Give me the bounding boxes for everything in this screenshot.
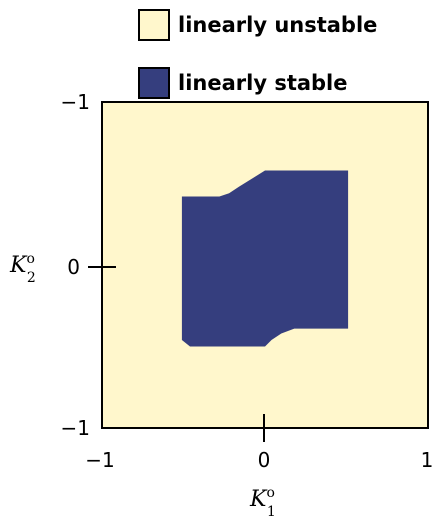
x-tick-label-left: −1 (85, 448, 114, 472)
y-tick-label-top: −1 (61, 90, 90, 114)
x-tick-label-right: 1 (421, 448, 433, 472)
x-axis-label: Ko 1 (249, 485, 276, 519)
y-tick-label-bottom: −1 (61, 416, 90, 440)
stable-region (181, 170, 349, 347)
y-tick-label-middle: 0 (67, 255, 80, 279)
y-axis-label: Ko 2 (9, 251, 36, 286)
legend: linearly unstable linearly stable (138, 8, 377, 124)
legend-item-unstable: linearly unstable (138, 8, 377, 42)
x-tick-label-middle: 0 (258, 448, 271, 472)
legend-label-stable: linearly stable (178, 71, 348, 95)
legend-swatch-unstable (138, 9, 170, 41)
legend-swatch-stable (138, 67, 170, 99)
legend-label-unstable: linearly unstable (178, 13, 378, 37)
legend-item-stable: linearly stable (138, 66, 377, 100)
